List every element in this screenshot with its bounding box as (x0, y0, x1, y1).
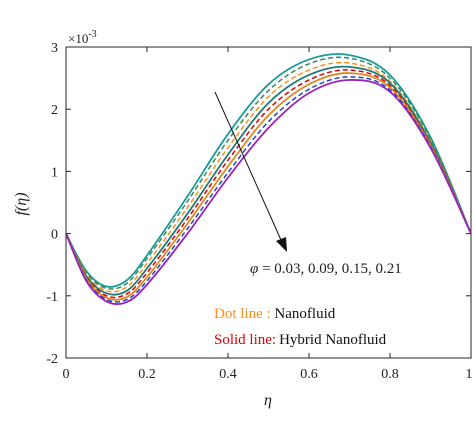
legend-dot-fluid: Nanofluid (274, 306, 335, 322)
x-axis-label: η (264, 392, 272, 409)
legend-item-dot: Dot line : Nanofluid (214, 306, 336, 322)
x-tick-label: 0.6 (300, 367, 318, 382)
series-line-1 (65, 53, 472, 288)
exponent-power: -3 (88, 29, 96, 40)
phi-annotation: φ = 0.03, 0.09, 0.15, 0.21 (250, 261, 402, 277)
exponent-base: ×10 (68, 31, 88, 46)
legend-dot-separator: : (263, 306, 275, 322)
series-line-4 (65, 65, 472, 296)
legend-solid-separator: : (272, 332, 276, 348)
phi-symbol: φ (250, 261, 258, 277)
series-line-8 (65, 79, 472, 305)
phi-arrow-head (276, 237, 287, 252)
phi-values: = 0.03, 0.09, 0.15, 0.21 (258, 261, 401, 277)
series-line-6 (65, 72, 472, 301)
legend-solid-style: Solid line (214, 332, 272, 348)
y-axis-label: f(η) (13, 192, 30, 215)
legend: Dot line : Nanofluid Solid line: Hybrid N… (214, 306, 387, 348)
series-line-5 (65, 69, 472, 299)
y-tick-label: 1 (51, 165, 58, 180)
x-tick-label: 1 (466, 367, 473, 382)
y-tick-label: 0 (51, 228, 58, 243)
legend-dot-style: Dot line (214, 306, 263, 322)
phi-arrow (214, 91, 287, 252)
y-tick-label: 2 (51, 103, 58, 118)
exponent-label: ×10-3 (68, 29, 97, 46)
plot-area: 0 0.2 0.4 0.6 0.8 1 -2 -1 0 1 2 3 (46, 41, 472, 382)
series-line-7 (65, 76, 472, 303)
tick-layer: 0 0.2 0.4 0.6 0.8 1 -2 -1 0 1 2 3 (46, 41, 472, 382)
y-tick-label: 3 (51, 41, 58, 56)
x-tick-label: 0.2 (138, 367, 156, 382)
phi-arrow-line (214, 91, 282, 241)
x-tick-label: 0 (63, 367, 70, 382)
legend-item-solid: Solid line: Hybrid Nanofluid (214, 332, 387, 348)
x-tick-label: 0.8 (381, 367, 399, 382)
y-tick-label: -1 (46, 290, 58, 305)
series-layer (65, 53, 472, 305)
series-line-3 (65, 61, 472, 293)
x-tick-label: 0.4 (219, 367, 237, 382)
legend-solid-fluid: Hybrid Nanofluid (279, 332, 387, 348)
y-tick-label: -2 (46, 352, 58, 367)
